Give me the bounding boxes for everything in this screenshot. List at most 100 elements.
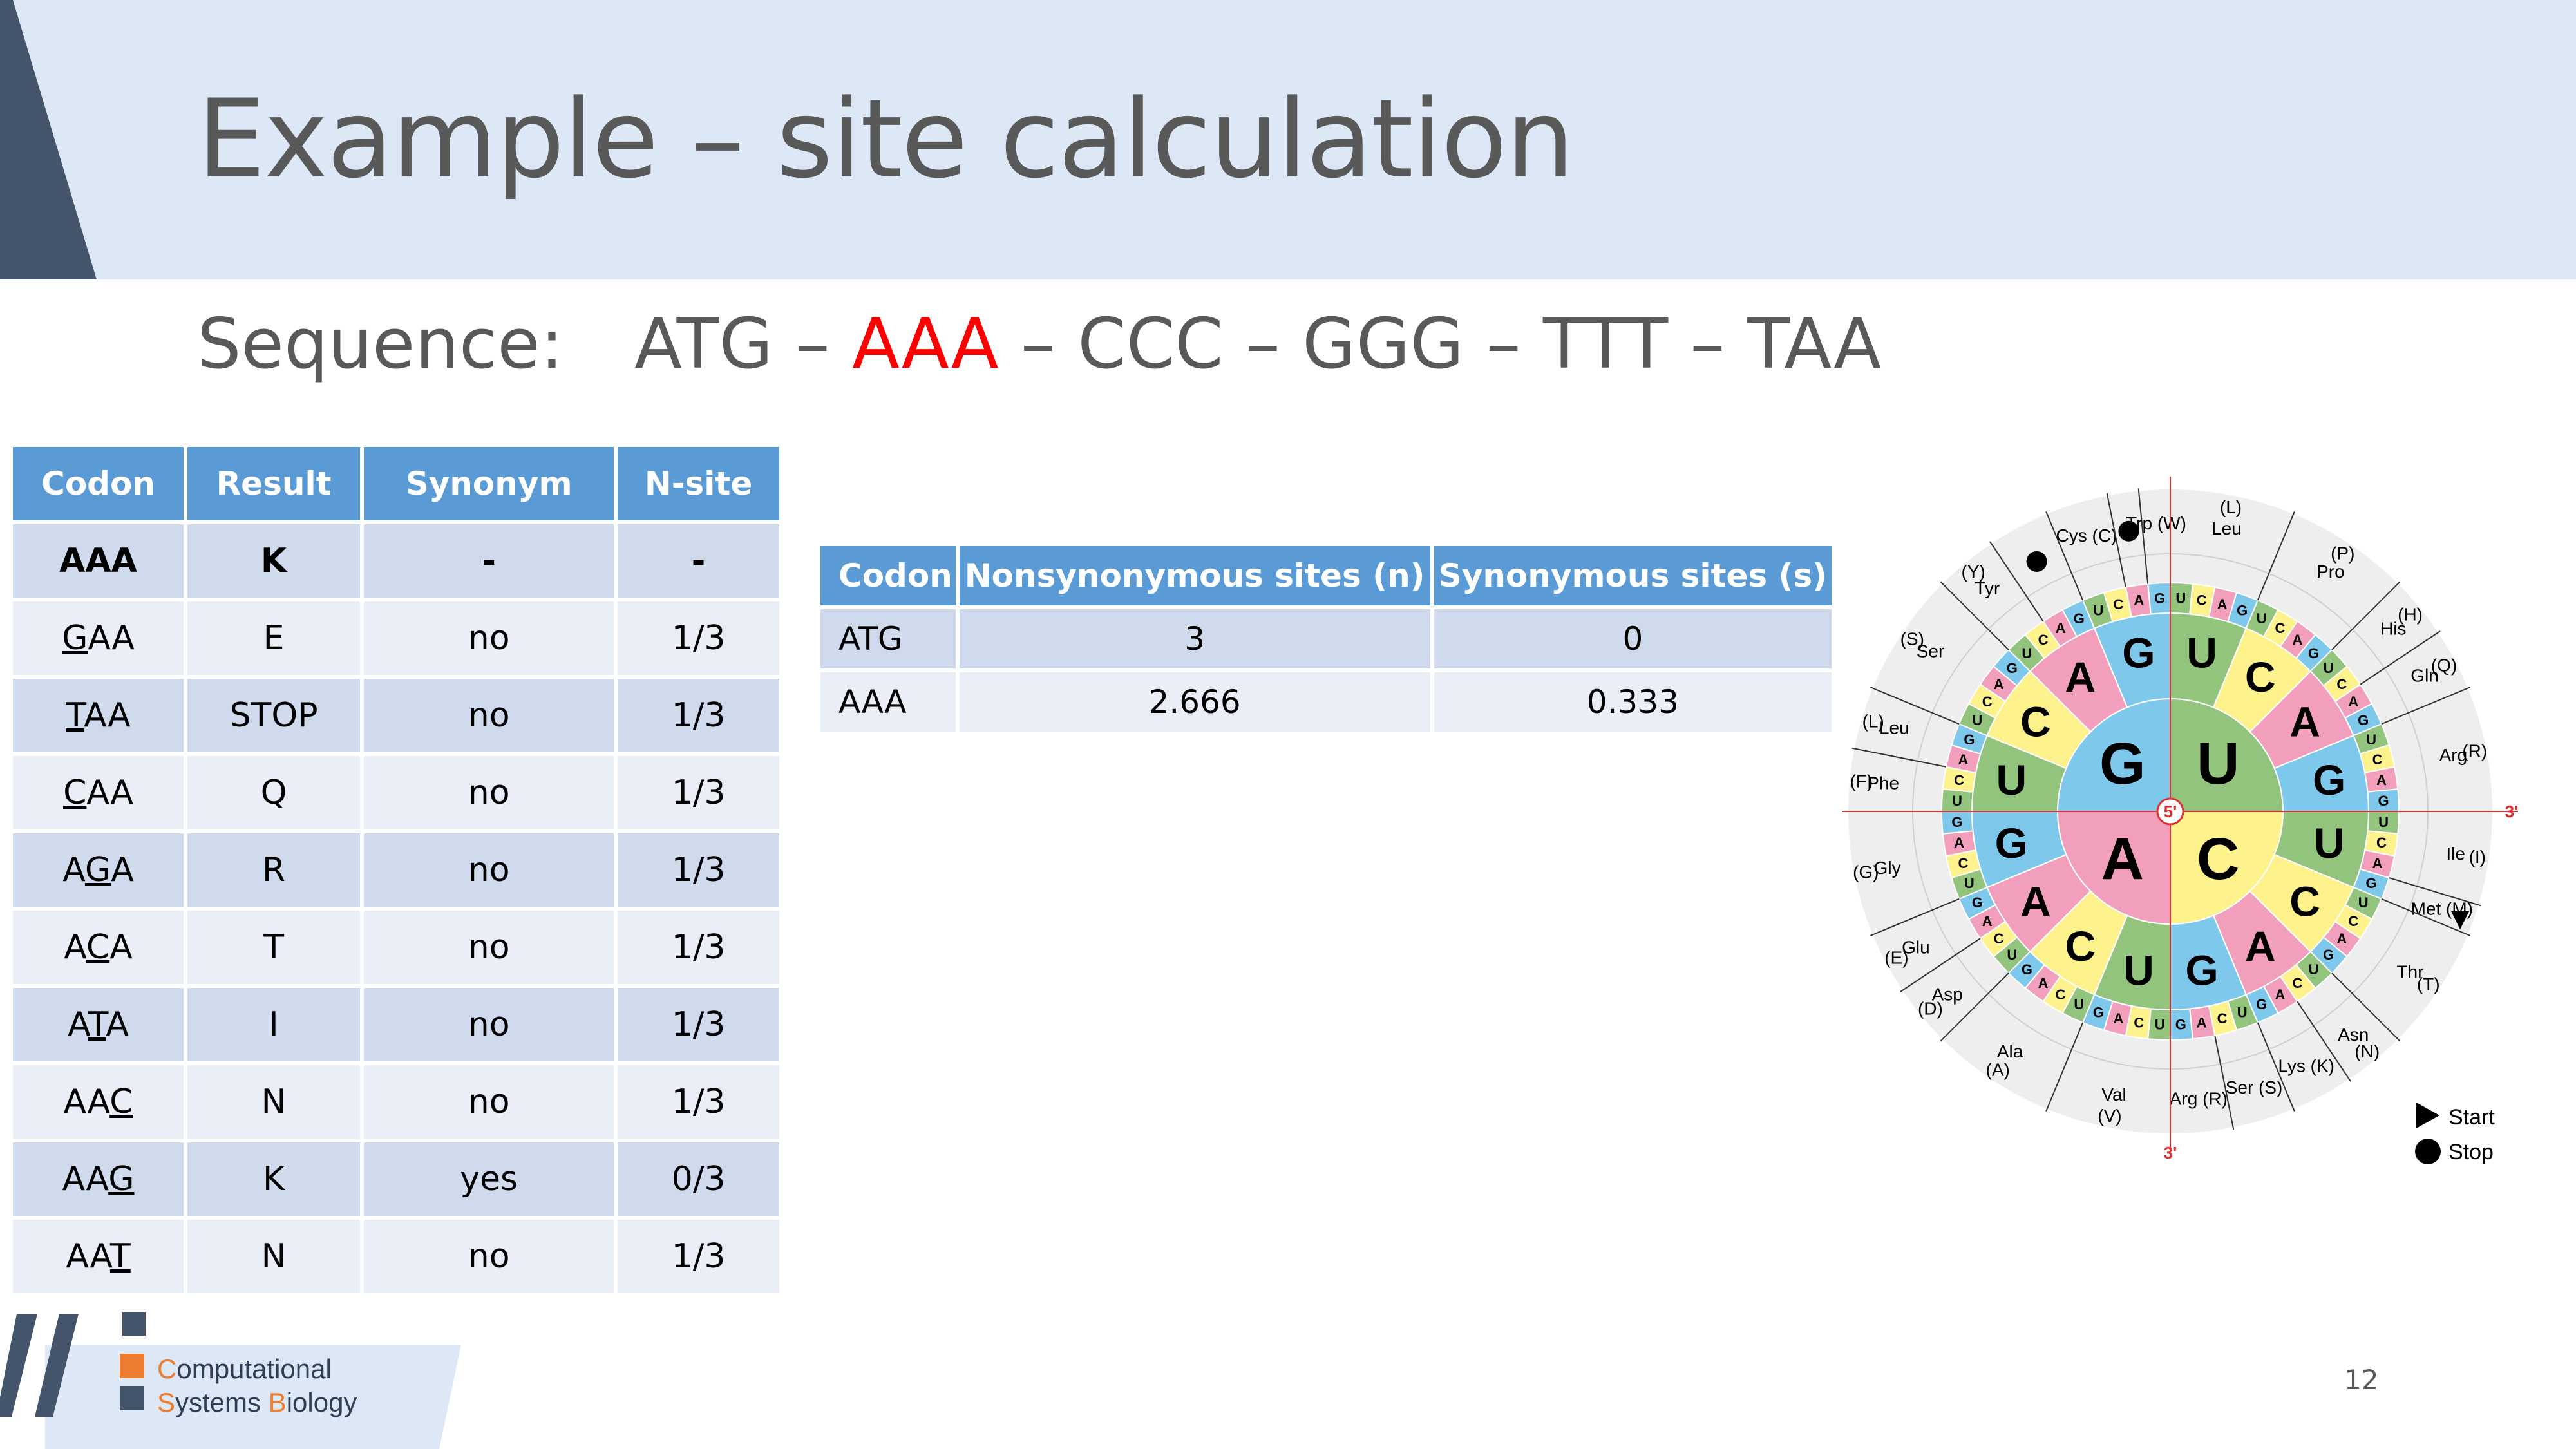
- third-base-letter: U: [2324, 660, 2334, 676]
- amino-acid-label: Asn: [2338, 1025, 2369, 1045]
- third-base-letter: U: [2309, 961, 2319, 978]
- third-base-letter: U: [2366, 732, 2376, 748]
- cell-synonym: no: [364, 679, 614, 752]
- amino-acid-code: (D): [1918, 998, 1943, 1018]
- third-base-letter: U: [2022, 645, 2032, 661]
- second-base-letter: C: [2020, 697, 2051, 745]
- cell-codon: CAA: [13, 756, 184, 829]
- sequence-line: Sequence: ATG – AAA – CCC – GGG – TTT – T…: [197, 304, 1881, 384]
- amino-acid-divider: [1989, 541, 2044, 622]
- cell-result: E: [187, 601, 361, 675]
- header-synonymous: Synonymous sites (s): [1434, 546, 1832, 605]
- header-nonsynonymous: Nonsynonymous sites (n): [959, 546, 1430, 605]
- cell-result: K: [187, 1142, 361, 1216]
- amino-acid-divider: [1870, 898, 1960, 936]
- cell-nsite: 1/3: [618, 679, 779, 752]
- third-base-letter: G: [2366, 875, 2377, 891]
- codon-wheel: Phe(F)Leu(L)Ser(S)Tyr(Y)Cys (C)Trp (W) Le…: [1842, 477, 2518, 1159]
- footer-logo-band: [0, 1312, 461, 1449]
- cell-synonym: -: [364, 524, 614, 598]
- cell-nsite: 1/3: [618, 1220, 779, 1293]
- third-base-letter: C: [2275, 620, 2285, 636]
- table-row: AAA 2.666 0.333: [820, 672, 1832, 732]
- third-base-letter: C: [1982, 694, 1993, 710]
- stop-dot-icon: [2118, 520, 2139, 542]
- third-base-letter: A: [1994, 676, 2004, 692]
- cell-codon: GAA: [13, 601, 184, 675]
- cell-synonym: no: [364, 601, 614, 675]
- cell-synonym: no: [364, 1220, 614, 1293]
- third-base-letter: A: [2336, 931, 2347, 947]
- cell-nsite: 1/3: [618, 756, 779, 829]
- third-base-letter: G: [2175, 1017, 2186, 1033]
- third-base-letter: G: [2074, 611, 2085, 627]
- amino-acid-divider: [2381, 898, 2471, 936]
- sequence-separator: –: [998, 304, 1078, 384]
- third-base-letter: A: [1958, 752, 1968, 768]
- third-base-letter: A: [2217, 596, 2228, 612]
- center-label: 5': [2164, 802, 2177, 821]
- cell-s-sites: 0: [1434, 609, 1832, 668]
- amino-acid-divider: [2137, 488, 2149, 584]
- cell-nsite: -: [618, 524, 779, 598]
- amino-acid-code: (V): [2098, 1106, 2121, 1126]
- third-base-letter: G: [2358, 712, 2369, 728]
- amino-acid-code: (E): [1884, 948, 1908, 968]
- amino-acid-divider: [1940, 581, 2009, 650]
- cell-codon: AAA: [820, 672, 956, 732]
- cell-n-sites: 2.666: [959, 672, 1430, 732]
- cell-result: I: [187, 988, 361, 1061]
- table-row: ATG 3 0: [820, 609, 1832, 668]
- third-base-letter: U: [1972, 712, 1982, 728]
- third-base-letter: A: [2114, 1010, 2124, 1027]
- third-base-letter: G: [2323, 947, 2334, 963]
- third-base-letter: C: [2348, 913, 2358, 929]
- amino-acid-label: Tyr: [1975, 578, 2000, 598]
- sequence-codon: TTT: [1542, 304, 1669, 384]
- amino-acid-divider: [2214, 1035, 2235, 1130]
- amino-acid-divider: [1940, 972, 2009, 1042]
- amino-acid-divider: [2381, 687, 2471, 725]
- amino-acid-code: (L): [2220, 497, 2242, 517]
- start-triangle-icon: [2416, 1103, 2439, 1128]
- third-base-letter: A: [2275, 987, 2285, 1003]
- cell-codon: ATG: [820, 609, 956, 668]
- cell-synonym: no: [364, 1065, 614, 1139]
- cell-synonym: no: [364, 911, 614, 984]
- amino-acid-label: Ile: [2446, 844, 2465, 864]
- header-codon: Codon: [13, 447, 184, 520]
- third-base-letter: G: [2093, 1005, 2104, 1021]
- header-synonym: Synonym: [364, 447, 614, 520]
- cell-codon: AAG: [13, 1142, 184, 1216]
- third-base-letter: G: [2154, 590, 2165, 606]
- stop-dot-icon: [2415, 1139, 2441, 1164]
- amino-acid-label: Asp: [1932, 985, 1963, 1005]
- cell-result: Q: [187, 756, 361, 829]
- amino-acid-code: (Q): [2431, 655, 2457, 675]
- first-base-letter: A: [2101, 826, 2144, 892]
- third-base-letter: G: [2237, 602, 2248, 618]
- cell-result: N: [187, 1065, 361, 1139]
- third-base-letter: C: [2372, 752, 2383, 768]
- amino-acid-divider: [2331, 581, 2401, 650]
- third-base-letter: U: [2155, 1017, 2165, 1033]
- amino-acid-code: (I): [2469, 847, 2486, 867]
- table-row: TAA STOP no 1/3: [13, 679, 779, 752]
- third-base-letter: U: [2074, 996, 2084, 1012]
- sequence-separator: –: [1223, 304, 1303, 384]
- amino-acid-code: (H): [2398, 605, 2423, 625]
- cell-n-sites: 3: [959, 609, 1430, 668]
- page-number: 12: [2344, 1364, 2379, 1396]
- second-base-letter: U: [2186, 629, 2217, 676]
- third-base-letter: C: [2376, 835, 2387, 851]
- codon-wheel-legend: Start Stop: [2415, 1103, 2495, 1164]
- cell-nsite: 1/3: [618, 988, 779, 1061]
- amino-acid-label: Val: [2101, 1084, 2126, 1104]
- third-base-letter: G: [2308, 645, 2319, 661]
- third-base-letter: U: [2007, 947, 2017, 963]
- table-header-row: Codon Result Synonym N-site: [13, 447, 779, 520]
